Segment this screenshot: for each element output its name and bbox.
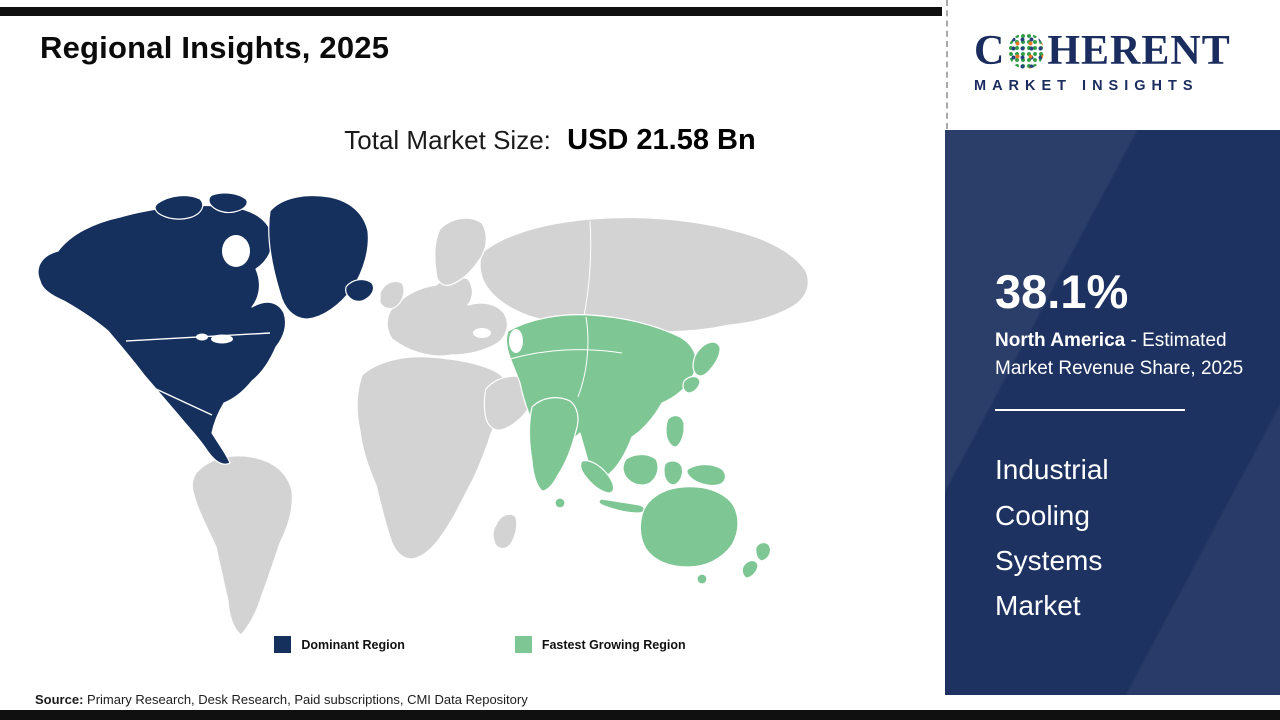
logo-text-prefix: C — [974, 28, 1006, 74]
logo-divider-dashed — [946, 0, 948, 129]
map-shape-africa — [356, 356, 511, 560]
logo-text-suffix: HERENT — [1047, 28, 1231, 74]
bottom-bar — [0, 710, 1280, 720]
legend-swatch-dominant — [274, 636, 292, 653]
map-legend: Dominant Region Fastest Growing Region — [80, 636, 880, 653]
map-water-great-lakes — [211, 334, 233, 344]
map-shape-japan-north — [692, 341, 721, 377]
legend-item-fastest: Fastest Growing Region — [514, 636, 686, 653]
share-description-text: - Estimated Market Revenue Share, 2025 — [995, 330, 1244, 380]
map-shape-arctic-islands-1 — [154, 194, 204, 220]
map-shape-iceland — [345, 278, 375, 302]
map-water-hudson-bay — [222, 235, 250, 267]
page-title: Regional Insights, 2025 — [40, 30, 390, 65]
map-fastest-growing-region — [505, 314, 772, 585]
map-border-russia-internal — [581, 220, 592, 326]
map-shape-sulawesi — [663, 460, 684, 486]
total-market-size: Total Market Size: USD 21.58 Bn — [150, 124, 950, 157]
logo-wordmark: C HERENT — [974, 30, 1264, 72]
map-shape-madagascar — [492, 513, 518, 550]
source-note: Source: Primary Research, Desk Research,… — [35, 692, 528, 707]
top-bar — [0, 7, 942, 16]
market-share-value: 38.1% — [995, 265, 1129, 318]
source-label: Source: — [35, 692, 84, 707]
map-shape-tasmania — [696, 573, 708, 585]
market-name: Industrial Cooling Systems Market — [995, 454, 1109, 622]
map-border-us-canada — [125, 332, 271, 342]
legend-item-dominant: Dominant Region — [274, 636, 405, 653]
legend-swatch-fastest — [514, 636, 532, 653]
map-border-us-mexico — [155, 388, 213, 416]
source-text: Primary Research, Desk Research, Paid su… — [83, 692, 528, 707]
map-shape-russia — [479, 216, 809, 333]
region-name: North America — [995, 330, 1126, 351]
map-shape-philippines — [665, 414, 685, 448]
map-shape-sri-lanka — [554, 497, 566, 509]
map-shape-south-america — [191, 455, 293, 636]
market-size-value: USD 21.58 Bn — [567, 124, 756, 156]
map-shape-new-guinea — [686, 463, 727, 487]
map-other-regions — [191, 216, 809, 636]
map-dominant-region — [37, 192, 375, 465]
logo-subtitle: MARKET INSIGHTS — [974, 78, 1199, 94]
legend-swatch-dominant-icon — [274, 636, 292, 653]
map-shape-india — [528, 397, 579, 492]
legend-label-dominant: Dominant Region — [301, 637, 405, 652]
brand-logo: C HERENT MARKET INSIGHTS — [974, 30, 1264, 94]
panel-divider — [995, 409, 1185, 412]
map-inland-water — [473, 328, 523, 353]
map-shape-north-america — [37, 204, 287, 465]
market-share-description: North America - Estimated Market Revenue… — [995, 327, 1253, 383]
legend-swatch-fastest-icon — [514, 636, 532, 653]
map-shape-java — [598, 498, 645, 514]
map-shape-japan-south — [682, 375, 701, 394]
map-water-caspian-sea — [509, 329, 523, 353]
market-size-label: Total Market Size: — [344, 125, 551, 155]
map-border-asia-internal-2 — [577, 316, 589, 398]
map-shape-new-zealand-north — [755, 541, 772, 562]
logo-globe-dots-icon — [1008, 33, 1045, 69]
side-panel: 38.1% North America - Estimated Market R… — [945, 130, 1280, 695]
map-water-black-sea — [473, 328, 491, 338]
map-shape-australia — [639, 486, 739, 568]
map-shape-sumatra — [580, 460, 615, 494]
legend-label-fastest: Fastest Growing Region — [541, 637, 686, 652]
map-shape-new-zealand-south — [741, 559, 759, 579]
map-shape-uk — [379, 280, 405, 310]
map-border-asia-internal-1 — [509, 349, 623, 360]
map-shape-arctic-islands-2 — [208, 192, 248, 214]
map-shape-scandinavia — [434, 217, 487, 286]
map-shape-borneo — [622, 453, 659, 486]
world-map — [37, 192, 809, 636]
